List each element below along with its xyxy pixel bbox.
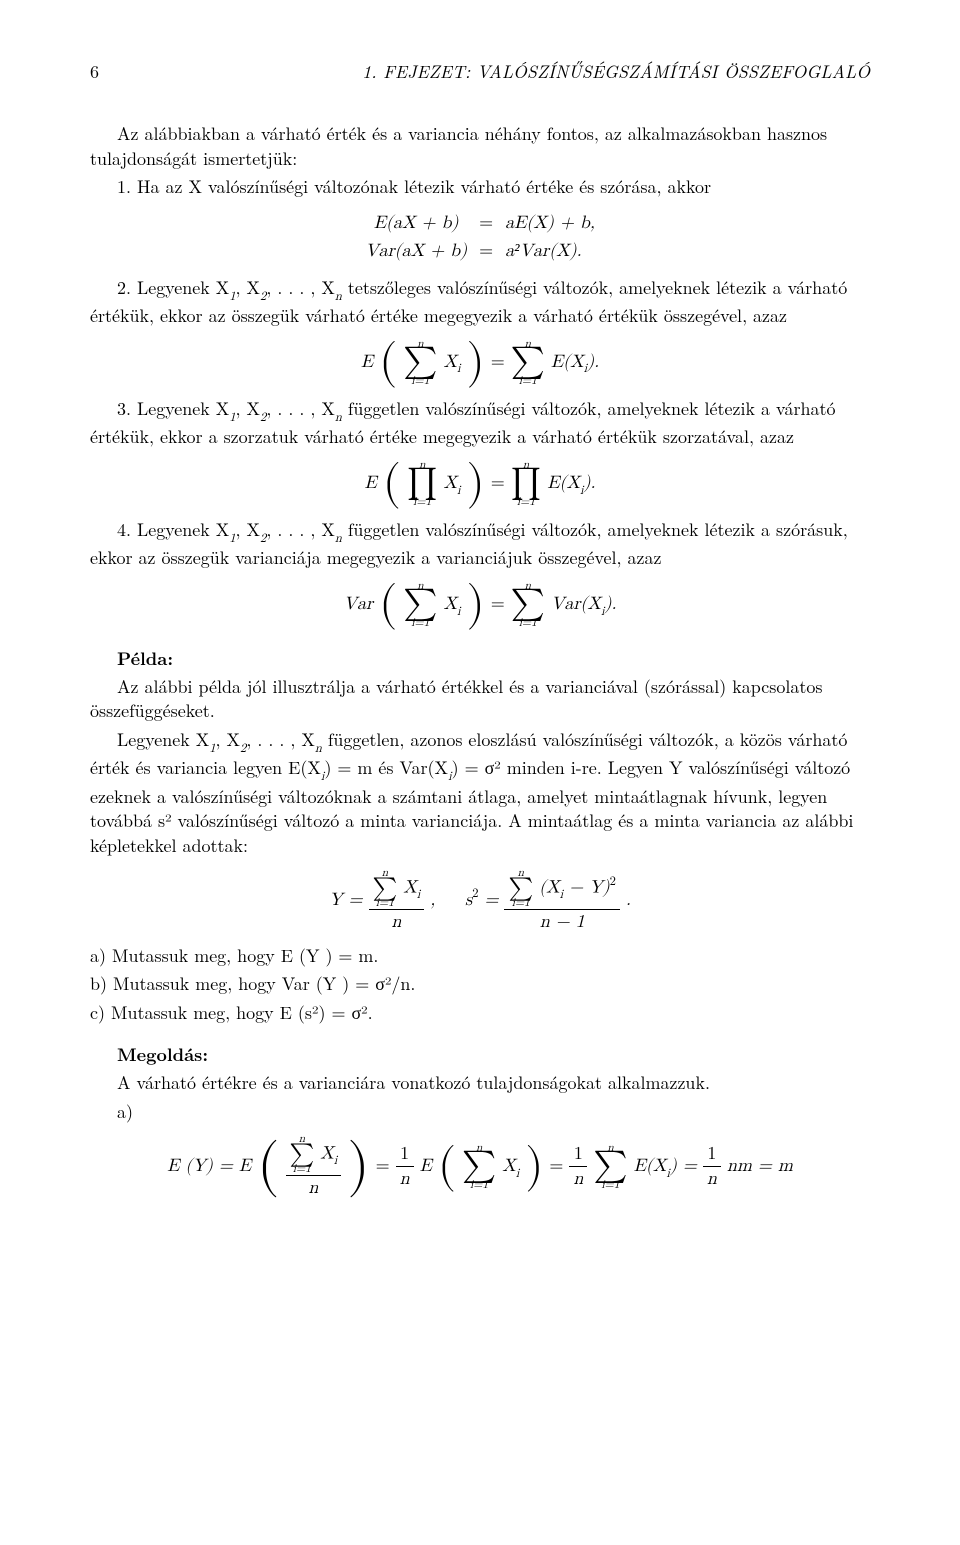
eq1-eq2: = [473,237,499,265]
text: , X [236,517,261,542]
E: E [364,474,376,492]
sub: 2 [260,533,266,545]
den-n: n [569,1167,587,1191]
lim-i: i=1 [508,898,533,909]
sub-i: i [417,889,421,901]
sub: n [335,533,342,545]
sub: 2 [260,291,266,303]
text: Legyenek X [117,727,209,752]
eq1-rhs1: aE(X) + b, [499,209,601,237]
task-b: b) Mutassuk meg, hogy Var (Y ) = σ²/n. [90,972,870,996]
equation-block-5: Y = n∑i=1 Xi n , s2 = n∑i=1 (Xi − Y)2 n … [90,868,870,934]
sub: 2 [260,412,266,424]
task-c: c) Mutassuk meg, hogy E (s²) = σ². [90,1001,870,1025]
sub: 1 [229,412,235,424]
equation-block-6: E (Y) = E ( n∑i=1 Xi n ) = 1n E ( n∑i=1 … [90,1134,870,1200]
megoldas-text: A várható értékre és a varianciára vonat… [90,1071,870,1095]
text: ) = m és Var(X [324,755,448,780]
text: , X [216,727,241,752]
sub: i [321,771,325,783]
sub-i: i [601,606,605,618]
task-a: a) Mutassuk meg, hogy E (Y ) = m. [90,944,870,968]
sub-i: i [334,1155,338,1167]
Var: Var [344,595,374,613]
text: , . . . , X [266,275,335,300]
prop1-lead: 1. Ha az X valószínűségi változónak léte… [90,175,870,199]
prop4-paragraph: 4. Legyenek X1, X2, . . . , Xn független… [90,518,870,571]
eq1-eq1: = [473,209,499,237]
equation-block-4: Var ( n∑i=1 Xi ) = n∑i=1 Var(Xi). [90,581,870,629]
sub: 2 [240,743,246,755]
equation-block-2: E ( n∑i=1 Xi ) = n∑i=1 E(Xi). [90,339,870,387]
sub-i: i [457,485,461,497]
E: E [361,353,373,371]
sub: 1 [229,291,235,303]
text: , . . . , X [266,396,335,421]
text: , X [236,275,261,300]
sub-i: i [516,1168,520,1180]
sub-i: i [457,363,461,375]
sub: 1 [229,533,235,545]
megoldas-label: Megoldás: [90,1043,870,1067]
den-n: n [703,1167,721,1191]
text: , . . . , X [266,517,335,542]
sub: 1 [209,743,215,755]
prop3-paragraph: 3. Legyenek X1, X2, . . . , Xn független… [90,397,870,450]
lim-i: i=1 [290,1164,315,1175]
eq1-lhs1: E(aX + b) [359,209,473,237]
intro-paragraph: Az alábbiakban a várható érték és a vari… [90,122,870,171]
sub-i: i [666,1168,670,1180]
equation-block-3: E ( n∏i=1 Xi ) = n∏i=1 E(Xi). [90,460,870,508]
eq1-rhs2: a²Var(X). [499,237,601,265]
text: , . . . , X [246,727,315,752]
pelda-label: Példa: [90,647,870,671]
sub: n [335,291,342,303]
page-number: 6 [90,60,99,84]
sub: n [315,743,322,755]
text: 3. Legyenek X [117,396,229,421]
sub: n [335,412,342,424]
megoldas-a: a) [90,1100,870,1124]
equation-block-1: E(aX + b) = aE(X) + b, Var(aX + b) = a²V… [90,209,870,266]
sub-i: i [560,889,564,901]
pelda-p2: Legyenek X1, X2, . . . , Xn független, a… [90,728,870,858]
den-n: n [369,910,425,934]
text: , X [236,396,261,421]
eq1-lhs2: Var(aX + b) [359,237,473,265]
sub-i: i [580,485,584,497]
text: 2. Legyenek X [117,275,229,300]
chapter-title: 1. FEJEZET: VALÓSZÍNŰSÉGSZÁMÍTÁSI ÖSSZEF… [362,60,870,84]
pelda-intro: Az alábbi példa jól illusztrálja a várha… [90,675,870,724]
sub-i: i [584,363,588,375]
den-n: n [396,1167,414,1191]
lim-i: i=1 [373,898,398,909]
sub: i [448,771,452,783]
text: 4. Legyenek X [117,517,229,542]
sub-i: i [457,606,461,618]
den-n: n [286,1176,342,1200]
prop2-paragraph: 2. Legyenek X1, X2, . . . , Xn tetszőleg… [90,276,870,329]
